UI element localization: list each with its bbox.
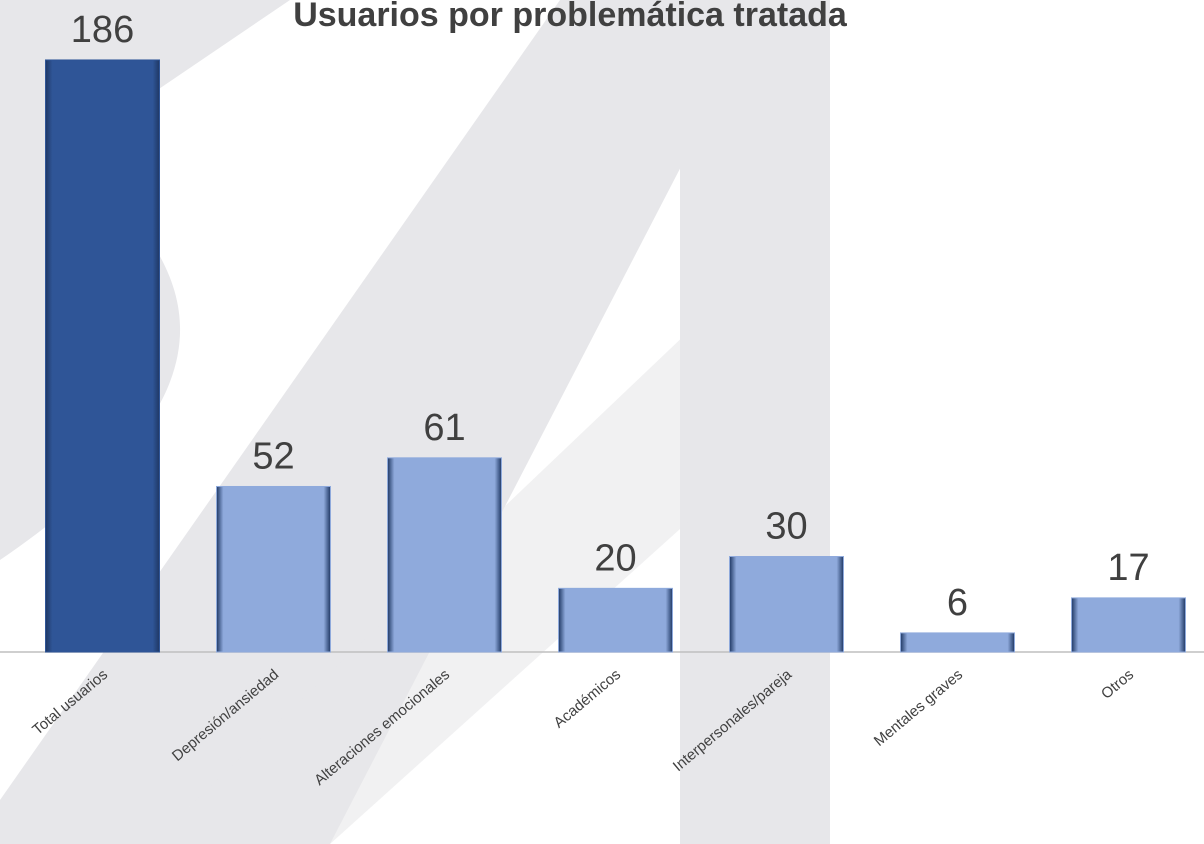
data-label: 52	[252, 435, 294, 477]
data-label: 186	[71, 9, 134, 51]
bar	[216, 485, 331, 653]
data-label: 6	[947, 582, 968, 624]
x-tick-label: Mentales graves	[871, 666, 966, 750]
chart-title: Usuarios por problemática tratada	[293, 0, 848, 34]
x-tick-label: Académicos	[551, 666, 625, 732]
bar	[387, 457, 502, 653]
bar	[900, 632, 1015, 653]
data-label: 30	[765, 506, 807, 548]
watermark-shape	[0, 0, 700, 844]
bar	[558, 587, 673, 653]
watermark-shape	[680, 0, 830, 844]
data-label: 61	[423, 407, 465, 449]
bar	[45, 59, 160, 653]
x-tick-label: Otros	[1098, 666, 1137, 703]
data-label: 17	[1107, 547, 1149, 589]
bar	[729, 556, 844, 653]
data-label: 20	[594, 537, 636, 579]
bar	[1071, 597, 1186, 653]
